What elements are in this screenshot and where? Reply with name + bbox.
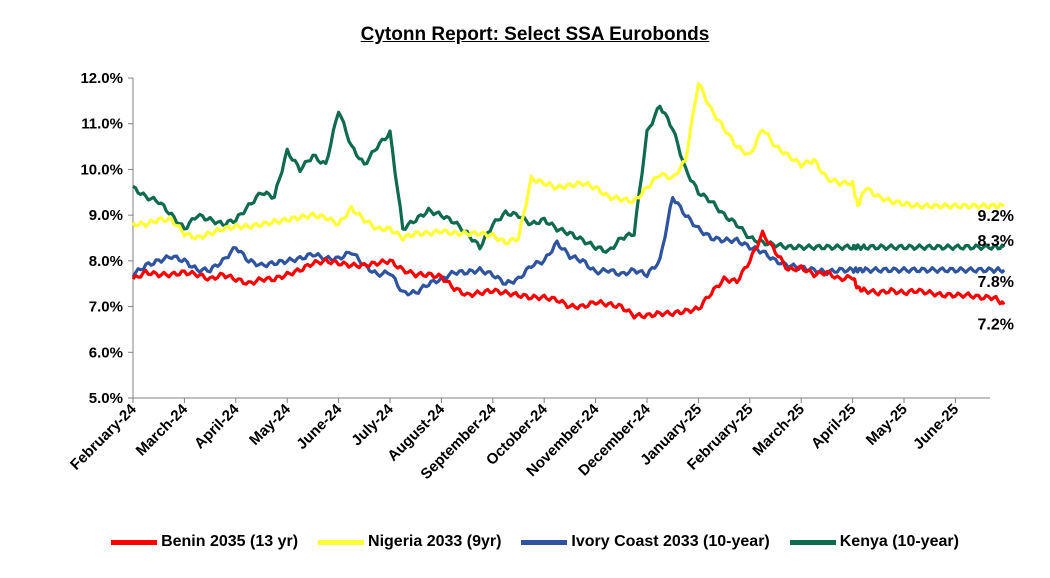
legend-label-nigeria: Nigeria 2033 (9yr) <box>368 533 502 550</box>
series-line-0 <box>131 229 1006 320</box>
x-tick-label: March-25 <box>749 401 808 460</box>
series-line-1 <box>131 82 1005 246</box>
y-tick-label: 11.0% <box>81 116 123 133</box>
x-tick-label: June-24 <box>293 400 346 453</box>
y-tick-label: 7.0% <box>89 299 123 316</box>
legend-item-benin: Benin 2035 (13 yr) <box>111 533 298 551</box>
y-tick-label: 6.0% <box>89 344 123 361</box>
end-labels: 7.2% 9.2% 7.8% 8.3% <box>978 208 1014 333</box>
chart-legend: Benin 2035 (13 yr) Nigeria 2033 (9yr) Iv… <box>0 533 1050 551</box>
x-tick-label: April-24 <box>191 400 243 452</box>
y-tick-label: 9.0% <box>89 207 123 224</box>
y-tick-label: 5.0% <box>89 390 123 407</box>
x-tick-label: July-24 <box>348 400 397 449</box>
legend-label-ivory-coast: Ivory Coast 2033 (10-year) <box>571 533 770 550</box>
end-value-label: 9.2% <box>978 208 1014 225</box>
x-tick-label: May-24 <box>246 400 294 448</box>
end-value-label: 7.2% <box>978 316 1014 333</box>
legend-swatch-ivory-coast <box>521 539 568 545</box>
x-tick-label: February-24 <box>67 400 140 473</box>
end-value-label: 7.8% <box>978 274 1014 291</box>
x-tick-label: March-24 <box>133 400 192 459</box>
x-tick-label: May-25 <box>863 401 911 449</box>
legend-swatch-benin <box>111 539 158 545</box>
legend-label-kenya: Kenya (10-year) <box>839 533 959 550</box>
legend-item-ivory-coast: Ivory Coast 2033 (10-year) <box>521 533 770 551</box>
end-value-label: 8.3% <box>978 233 1014 250</box>
chart-title: Cytonn Report: Select SSA Eurobonds <box>360 24 710 45</box>
y-tick-label: 12.0% <box>80 70 123 87</box>
x-tick-label: April-25 <box>808 401 860 453</box>
legend-label-benin: Benin 2035 (13 yr) <box>161 533 299 550</box>
y-tick-label: 10.0% <box>80 161 123 178</box>
legend-swatch-nigeria <box>318 539 365 545</box>
legend-item-kenya: Kenya (10-year) <box>789 533 959 551</box>
series-line-2 <box>131 196 1006 297</box>
line-chart: 5.0% 6.0% 7.0% 8.0% 9.0% 10.0% 11.0% 12.0% Febru… <box>67 70 1014 483</box>
series-line-3 <box>132 104 1006 254</box>
y-tick-label: 8.0% <box>89 253 123 270</box>
x-tick-label: June-25 <box>910 401 962 453</box>
chart-series <box>131 82 1006 320</box>
legend-item-nigeria: Nigeria 2033 (9yr) <box>318 533 501 551</box>
legend-swatch-kenya <box>789 539 836 545</box>
